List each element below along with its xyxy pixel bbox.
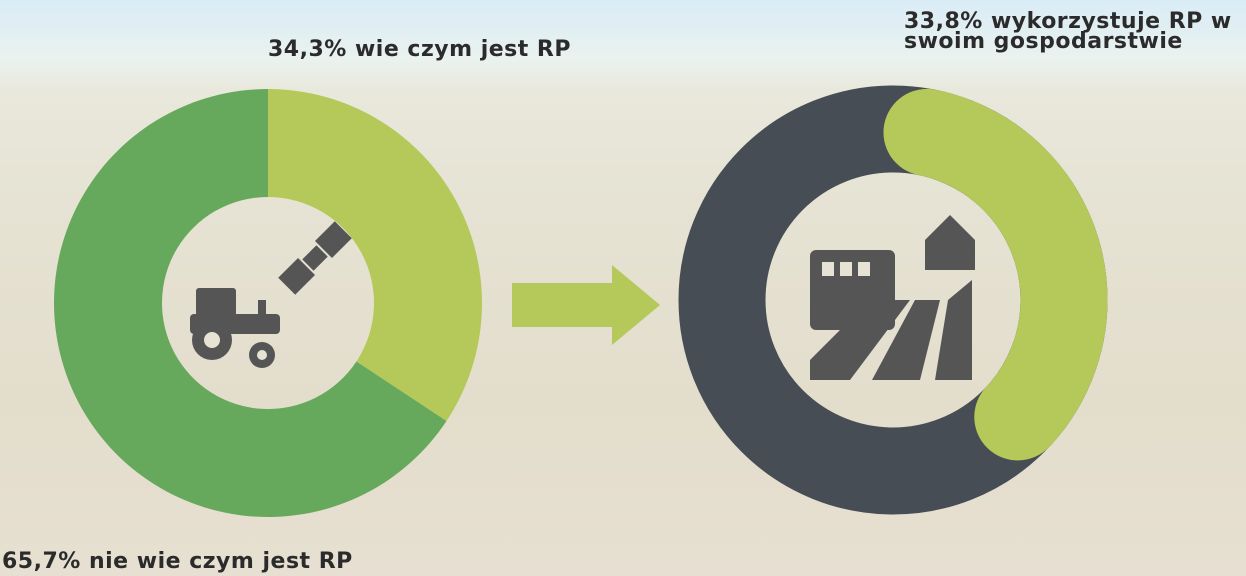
tractor-icon [190, 288, 280, 368]
farm-icon [810, 215, 975, 380]
value-label: 33,8% wykorzystuje RP w swoim gospodarst… [904, 12, 1244, 52]
value-label: 34,3% wie czym jest RP [268, 40, 571, 60]
donut-segment [268, 89, 482, 421]
arrow [512, 265, 660, 345]
chart [0, 0, 1246, 576]
infographic: 34,3% wie czym jest RP 65,7% nie wie czy… [0, 0, 1246, 576]
value-label: 65,7% nie wie czym jest RP [2, 552, 353, 572]
satellite-icon [278, 221, 352, 295]
